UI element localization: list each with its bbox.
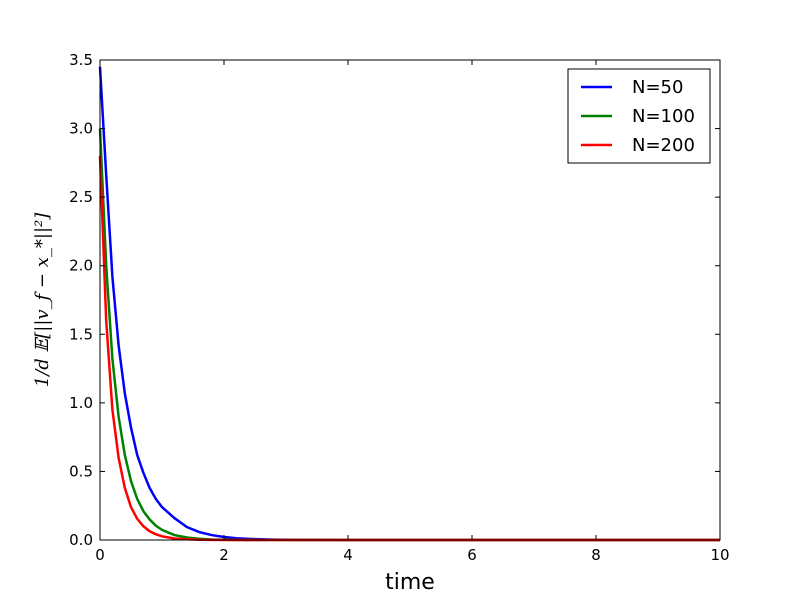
legend-label: N=100 xyxy=(632,106,695,127)
legend-label: N=200 xyxy=(632,135,695,156)
x-tick-label: 8 xyxy=(591,546,601,564)
x-axis-label: time xyxy=(385,570,435,595)
y-tick-label: 3.5 xyxy=(69,51,93,69)
legend: N=50 N=100 N=200 xyxy=(567,68,711,164)
y-axis-label: 1/d 𝔼[||v_f − x_*||²] xyxy=(32,212,53,387)
x-tick-label: 10 xyxy=(710,546,729,564)
y-tick-label: 3.0 xyxy=(69,120,93,138)
plot-frame xyxy=(99,59,721,541)
x-tick-label: 0 xyxy=(95,546,105,564)
y-tick-label: 2.0 xyxy=(69,257,93,275)
y-tick-label: 1.5 xyxy=(69,325,93,343)
y-tick-label: 0.5 xyxy=(69,462,93,480)
y-tick-label: 0.0 xyxy=(69,531,93,549)
ticks-layer: 0 2 4 6 8 10 0.0 0.5 1.0 1.5 2.0 2.5 3.0 3.5 xyxy=(69,51,729,564)
legend-label: N=50 xyxy=(632,77,683,98)
x-tick-label: 2 xyxy=(219,546,229,564)
y-tick-label: 1.0 xyxy=(69,394,93,412)
x-tick-label: 4 xyxy=(343,546,353,564)
y-axis-label-text: 1/d 𝔼[||v_f − x_*||²] xyxy=(32,212,53,387)
y-tick-label: 2.5 xyxy=(69,188,93,206)
x-tick-label: 6 xyxy=(467,546,477,564)
